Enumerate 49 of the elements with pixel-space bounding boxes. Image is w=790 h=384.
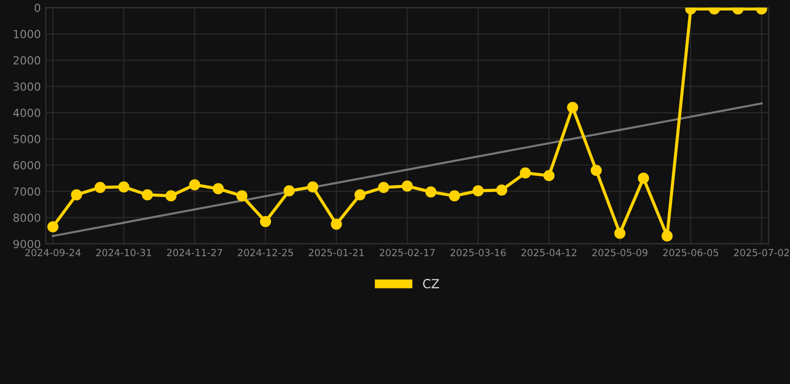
x-tick-label: 2025-01-21 xyxy=(308,248,364,256)
y-tick-label: 2000 xyxy=(13,56,40,65)
x-tick-label: 2024-10-31 xyxy=(96,248,152,256)
x-tick-label: 2025-07-02 xyxy=(734,248,789,256)
point xyxy=(448,190,460,202)
y-tick-label: 9000 xyxy=(13,240,40,248)
y-tick-label: 5000 xyxy=(14,134,40,144)
point xyxy=(590,164,602,176)
point xyxy=(47,221,58,232)
x-tick-label: 2025-02-17 xyxy=(380,248,435,256)
x-tick-label: 2025-05-09 xyxy=(592,248,648,256)
point xyxy=(142,189,153,200)
point xyxy=(94,182,106,193)
y-tick-label: 0 xyxy=(34,4,40,12)
point xyxy=(284,185,295,196)
y-tick-label: 6000 xyxy=(13,161,40,170)
y-tick-label: 4000 xyxy=(13,108,40,118)
point xyxy=(260,216,272,228)
x-tick-label: 2024-09-24 xyxy=(25,248,81,256)
x-tick-label: 2025-06-05 xyxy=(663,248,718,256)
point xyxy=(638,172,650,184)
point xyxy=(118,181,130,192)
point xyxy=(496,184,508,196)
y-tick-label: 3000 xyxy=(14,82,40,91)
point xyxy=(614,228,626,239)
point xyxy=(212,183,224,194)
point xyxy=(425,186,436,198)
legend-label: CZ xyxy=(423,278,440,288)
x-tick-label: 2024-12-25 xyxy=(238,248,293,256)
y-tick-label: 1000 xyxy=(14,30,40,38)
x-tick-label: 2025-03-16 xyxy=(450,248,506,256)
point xyxy=(70,189,82,200)
point xyxy=(354,189,366,200)
point xyxy=(472,185,484,196)
x-tick-label: 2024-11-27 xyxy=(167,248,222,256)
point xyxy=(236,190,248,202)
x-tick-label: 2025-04-12 xyxy=(521,248,576,256)
y-tick-label: 8000 xyxy=(13,214,40,222)
point xyxy=(189,179,200,190)
point xyxy=(543,170,555,182)
point xyxy=(520,167,531,179)
point xyxy=(165,190,177,202)
point xyxy=(402,180,413,192)
y-tick-label: 7000 xyxy=(14,187,40,196)
point xyxy=(307,181,318,192)
point xyxy=(662,230,673,242)
point xyxy=(567,102,578,113)
point xyxy=(330,218,342,230)
point xyxy=(378,182,390,193)
